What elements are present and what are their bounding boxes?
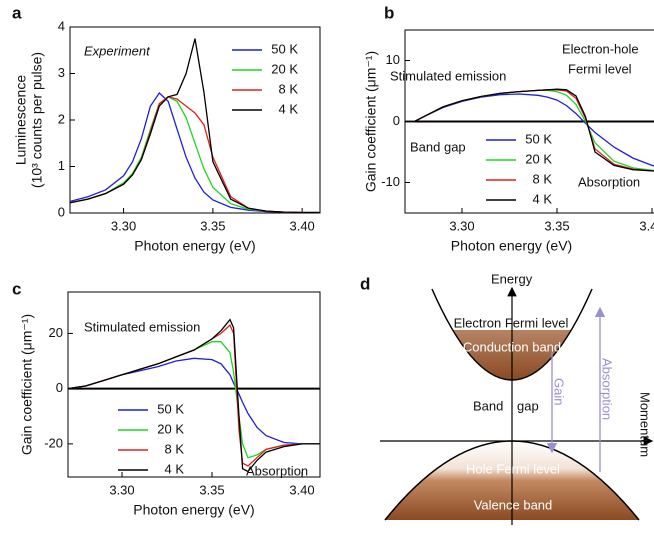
annotation: Stimulated emission <box>390 68 506 83</box>
annotation: Band gap <box>410 139 466 154</box>
x-tick-label: 3.30 <box>449 218 474 233</box>
x-tick-label: 3.35 <box>544 218 569 233</box>
legend-label: 50 K <box>525 131 552 146</box>
annotation: Absorption <box>246 463 308 478</box>
x-tick-label: 3.30 <box>109 482 134 497</box>
label: Band <box>473 398 503 413</box>
y-axis-label: Gain coefficient (μm⁻¹) <box>19 314 35 455</box>
axis-label: Momentum <box>638 392 653 457</box>
chart: b 3.30 3.35 3.40 -10 0 10 Photon energy (eV) Gai… <box>363 3 654 254</box>
x-axis-label: Photon energy (eV) <box>133 502 254 518</box>
legend-label: 4 K <box>164 461 184 476</box>
y-tick-label: 2 <box>58 111 65 126</box>
y-tick-label: 20 <box>49 325 63 340</box>
series-line <box>68 324 320 467</box>
x-tick-label: 3.35 <box>200 218 225 233</box>
legend-label: 4 K <box>278 101 298 116</box>
x-axis-label: Photon energy (eV) <box>451 238 572 254</box>
legend-label: 8 K <box>278 81 298 96</box>
legend-label: 50 K <box>271 41 298 56</box>
label: Absorption <box>600 358 615 420</box>
y-axis-label: (10³ counts per pulse) <box>29 52 45 188</box>
y-tick-label: 0 <box>393 113 400 128</box>
label: Hole Fermi level <box>466 461 560 476</box>
chart: a 3.30 3.35 3.40 0 1 2 3 4 Photon energy (eV) Lumi… <box>12 3 321 254</box>
legend-label: 50 K <box>157 401 184 416</box>
legend-label: 20 K <box>157 421 184 436</box>
y-tick-label: 0 <box>58 204 65 219</box>
annotation: Electron-hole <box>562 41 639 56</box>
x-tick-label: 3.40 <box>289 482 314 497</box>
label: Conduction band <box>463 339 561 354</box>
panel-label: b <box>384 3 394 22</box>
legend-label: 20 K <box>525 151 552 166</box>
series-line <box>68 357 320 445</box>
y-tick-label: 10 <box>386 52 400 67</box>
y-tick-label: 0 <box>56 380 63 395</box>
series-line <box>405 88 654 172</box>
x-axis-label: Photon energy (eV) <box>134 238 255 254</box>
legend-label: 4 K <box>532 191 552 206</box>
y-tick-label: 4 <box>58 18 65 33</box>
plot-frame <box>67 291 321 478</box>
chart: c 3.30 3.35 3.40 -20 0 20 Photon energy (eV) Gai… <box>12 279 321 518</box>
y-tick-label: 1 <box>58 158 65 173</box>
label: Electron Fermi level <box>454 315 569 330</box>
label: Gain <box>552 378 567 405</box>
y-tick-label: -20 <box>44 435 63 450</box>
x-tick-label: 3.30 <box>111 218 136 233</box>
annotation: Absorption <box>578 174 640 189</box>
y-tick-label: -10 <box>381 174 400 189</box>
panel-label: c <box>12 279 21 298</box>
annotation: Stimulated emission <box>84 319 200 334</box>
series-line <box>68 318 320 473</box>
panel-label: d <box>360 274 370 293</box>
y-axis-label: Gain coefficient (μm⁻¹) <box>363 51 379 192</box>
annotation: Fermi level <box>568 61 632 76</box>
x-tick-label: 3.35 <box>199 482 224 497</box>
legend-label: 8 K <box>532 171 552 186</box>
axis-label: Energy <box>491 271 533 286</box>
x-tick-label: 3.40 <box>289 218 314 233</box>
y-tick-label: 3 <box>58 65 65 80</box>
legend-label: 20 K <box>271 61 298 76</box>
panel-label: a <box>12 3 22 22</box>
annotation: Experiment <box>84 43 151 58</box>
label: gap <box>517 398 539 413</box>
y-axis-label: Luminescence <box>13 75 29 165</box>
series-line <box>68 341 320 459</box>
band-diagram: d Energy Momentum Electron Fermi level C… <box>360 271 654 525</box>
series-line <box>70 38 320 213</box>
legend-label: 8 K <box>164 441 184 456</box>
label: Valence band <box>474 497 553 512</box>
x-tick-label: 3.40 <box>639 218 654 233</box>
